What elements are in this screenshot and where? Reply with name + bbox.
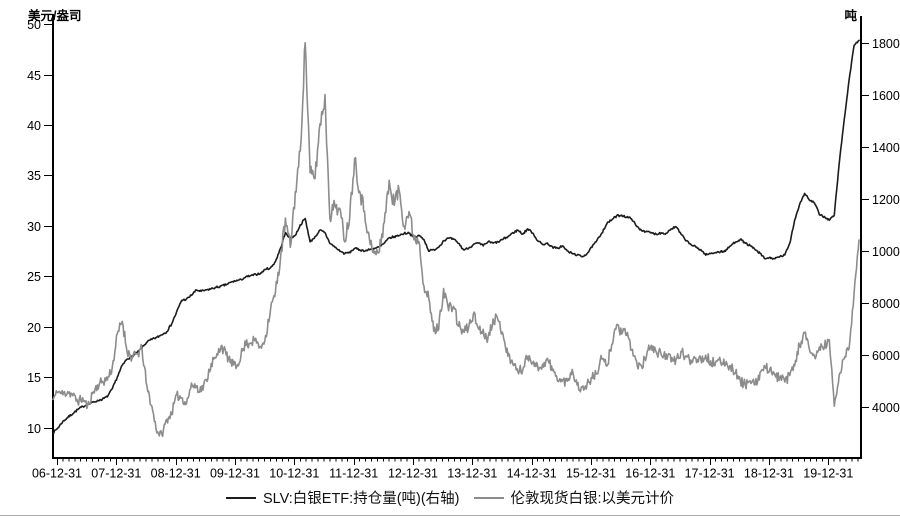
legend-item-slv: SLV:白银ETF:持仓量(吨)(右轴)	[225, 487, 460, 508]
svg-text:14000: 14000	[872, 141, 900, 155]
svg-text:12-12-31: 12-12-31	[388, 467, 438, 481]
svg-text:6000: 6000	[872, 349, 900, 363]
svg-text:08-12-31: 08-12-31	[151, 467, 201, 481]
svg-text:30: 30	[27, 220, 41, 234]
svg-text:50: 50	[27, 18, 41, 32]
figure-bottom-rule	[0, 515, 900, 516]
silver-price-line	[52, 42, 860, 438]
plot-svg: 10 15 20 25 30 35 40 45 50 4000 6000 8000 10000 12000…	[27, 14, 900, 481]
legend-swatch-slv	[225, 496, 256, 499]
svg-text:16-12-31: 16-12-31	[625, 467, 675, 481]
svg-text:20: 20	[27, 321, 41, 335]
legend: SLV:白银ETF:持仓量(吨)(右轴) 伦敦现货白银:以美元计价	[0, 487, 900, 508]
svg-text:19-12-31: 19-12-31	[803, 467, 853, 481]
svg-text:45: 45	[27, 69, 41, 83]
svg-text:17-12-31: 17-12-31	[685, 467, 735, 481]
svg-text:10-12-31: 10-12-31	[269, 467, 319, 481]
svg-text:16000: 16000	[872, 89, 900, 103]
left-axis-title: 美元/盎司	[28, 9, 82, 23]
right-axis-title: 吨	[844, 9, 857, 23]
svg-text:10: 10	[27, 422, 41, 436]
svg-text:15-12-31: 15-12-31	[566, 467, 616, 481]
svg-text:4000: 4000	[872, 401, 900, 415]
svg-text:40: 40	[27, 119, 41, 133]
slv-holdings-line	[52, 39, 860, 435]
svg-text:11-12-31: 11-12-31	[329, 467, 378, 481]
svg-text:25: 25	[27, 270, 41, 284]
legend-item-silver: 伦敦现货白银:以美元计价	[473, 487, 675, 508]
svg-text:14-12-31: 14-12-31	[507, 467, 557, 481]
legend-swatch-silver	[473, 496, 504, 499]
svg-text:35: 35	[27, 169, 41, 183]
svg-text:8000: 8000	[872, 297, 900, 311]
svg-text:13-12-31: 13-12-31	[447, 467, 497, 481]
svg-text:07-12-31: 07-12-31	[91, 467, 141, 481]
svg-text:06-12-31: 06-12-31	[32, 467, 82, 481]
svg-text:15: 15	[27, 371, 41, 385]
svg-text:10000: 10000	[872, 245, 900, 259]
svg-text:09-12-31: 09-12-31	[210, 467, 260, 481]
y-axis-left: 10 15 20 25 30 35 40 45 50	[27, 18, 53, 436]
svg-text:18-12-31: 18-12-31	[744, 467, 794, 481]
x-axis: 06-12-31 07-12-31 08-12-31 09-12-31 10-12-31…	[32, 458, 859, 481]
svg-text:12000: 12000	[872, 193, 900, 207]
axes	[52, 14, 862, 459]
legend-label-slv: SLV:白银ETF:持仓量(吨)(右轴)	[262, 491, 460, 507]
legend-label-silver: 伦敦现货白银:以美元计价	[510, 491, 675, 507]
